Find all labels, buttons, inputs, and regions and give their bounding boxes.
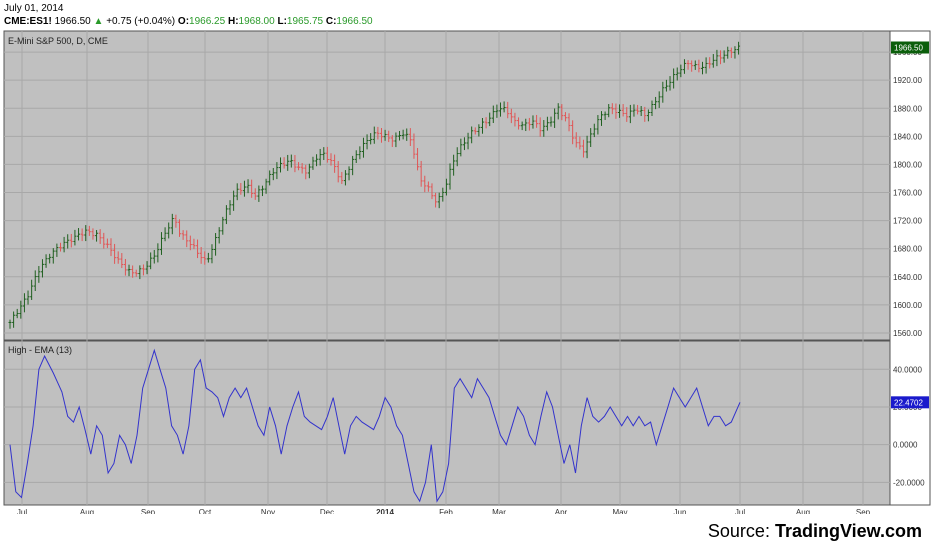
indicator-tick-label: 0.0000 [893, 441, 918, 450]
x-tick-label: Aug [80, 508, 94, 514]
x-tick-label: Oct [199, 508, 212, 514]
indicator-panel [3, 340, 891, 506]
chart-area[interactable]: 1960.001920.001880.001840.001800.001760.… [0, 30, 932, 514]
price-tick-label: 1920.00 [893, 76, 922, 85]
x-tick-label: Jul [17, 508, 27, 514]
x-tick-label: Apr [555, 508, 568, 514]
source-name: TradingView.com [774, 521, 922, 541]
source-credit: Source: TradingView.com [708, 521, 922, 542]
low-value: 1965.75 [286, 16, 324, 27]
high-value: 1968.00 [238, 16, 275, 27]
x-tick-label: 2014 [376, 508, 394, 514]
symbol-label: CME:ES1! [4, 16, 52, 27]
x-tick-label: Sep [856, 508, 871, 514]
close-value: 1966.50 [336, 16, 373, 27]
indicator-last-label: 22.4702 [894, 398, 923, 407]
x-tick-label: Dec [320, 508, 334, 514]
ohlc-readout: CME:ES1! 1966.50 ▲ +0.75 (+0.04%) O:1966… [4, 16, 373, 27]
open-label: O: [177, 16, 190, 27]
x-tick-label: Jul [735, 508, 745, 514]
chart-date: July 01, 2014 [4, 3, 64, 14]
x-tick-label: May [612, 508, 627, 514]
indicator-last-tag [891, 396, 929, 409]
ema-diff-line [9, 348, 741, 503]
source-prefix: Source: [707, 521, 775, 541]
price-tick-label: 1760.00 [893, 189, 922, 198]
price-last-tag [891, 41, 929, 54]
price-panel-title: E-Mini S&P 500, D, CME [8, 36, 108, 46]
price-tick-label: 1800.00 [893, 160, 922, 169]
up-arrow-icon: ▲ [93, 16, 104, 27]
x-tick-label: Sep [141, 508, 156, 514]
close-label: C: [325, 16, 337, 27]
price-axis [889, 30, 931, 506]
last-price: 1966.50 [54, 16, 91, 27]
price-tick-label: 1560.00 [893, 329, 922, 338]
indicator-tick-label: -20.0000 [893, 478, 925, 487]
price-tick-label: 1680.00 [893, 245, 922, 254]
indicator-panel-title: High - EMA (13) [8, 345, 72, 355]
x-tick-label: Feb [439, 508, 453, 514]
price-tick-label: 1720.00 [893, 217, 922, 226]
price-last-label: 1966.50 [894, 44, 923, 53]
price-tick-label: 1880.00 [893, 104, 922, 113]
indicator-tick-label: 40.0000 [893, 365, 922, 374]
price-tick-label: 1600.00 [893, 301, 922, 310]
x-tick-label: Nov [261, 508, 275, 514]
price-change: +0.75 (+0.04%) [106, 16, 176, 27]
x-tick-label: Mar [492, 508, 506, 514]
open-value: 1966.25 [189, 16, 226, 27]
x-tick-label: Aug [796, 508, 810, 514]
price-tick-label: 1640.00 [893, 273, 922, 282]
price-panel [3, 30, 891, 341]
high-label: H: [227, 16, 239, 27]
price-tick-label: 1840.00 [893, 132, 922, 141]
x-tick-label: Jun [674, 508, 687, 514]
low-label: L: [277, 16, 287, 27]
